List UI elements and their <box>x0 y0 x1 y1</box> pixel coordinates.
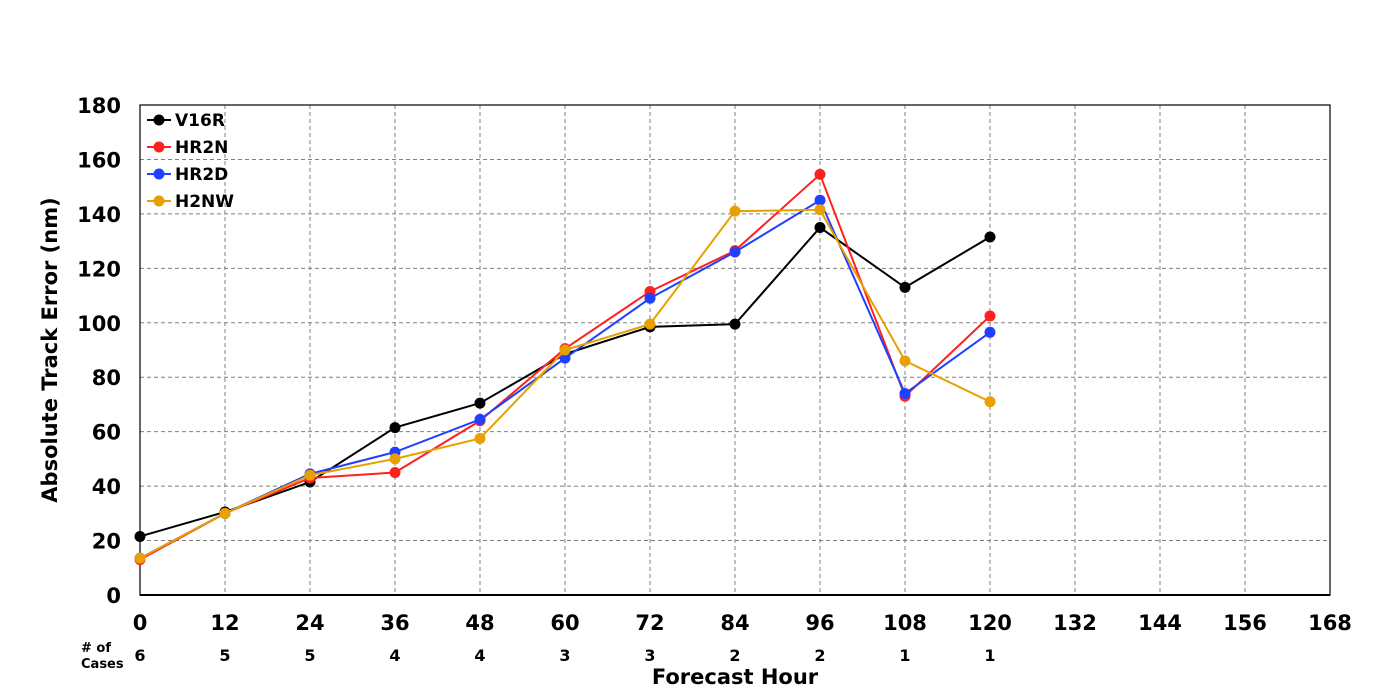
data-point <box>389 453 401 465</box>
series-h2nw <box>134 204 996 564</box>
data-point <box>814 204 826 216</box>
cases-label: # of Cases <box>81 641 124 672</box>
case-count: 5 <box>219 646 230 665</box>
x-tick-label: 24 <box>295 611 324 635</box>
legend-item: H2NW <box>147 192 234 212</box>
case-count: 6 <box>134 646 145 665</box>
y-tick-label: 120 <box>77 257 121 281</box>
case-count: 1 <box>899 646 910 665</box>
x-axis-title: Forecast Hour <box>652 665 819 689</box>
case-counts: 6 5 5 4 4 3 3 2 2 1 1 <box>134 646 995 665</box>
x-tick-label: 12 <box>210 611 239 635</box>
data-point <box>899 388 911 400</box>
data-point <box>389 467 401 478</box>
legend-label: HR2D <box>175 165 228 185</box>
data-point <box>729 318 741 330</box>
x-tick-label: 144 <box>1138 611 1182 635</box>
data-point <box>389 422 401 434</box>
data-point <box>984 396 996 408</box>
case-count: 3 <box>644 646 655 665</box>
x-tick-label: 132 <box>1053 611 1097 635</box>
data-point <box>899 281 911 293</box>
tick-labels: 0 12 24 36 48 60 72 84 96 108 120 132 144 156 168 0 20 40… <box>77 94 1352 635</box>
data-point <box>474 397 486 409</box>
y-tick-label: 100 <box>77 312 121 336</box>
legend-item: HR2D <box>147 165 228 185</box>
case-count: 2 <box>729 646 740 665</box>
y-tick-label: 20 <box>92 530 121 554</box>
legend: V16R HR2N HR2D H2NW <box>147 111 234 212</box>
data-point <box>814 168 826 180</box>
legend-item: HR2N <box>147 138 228 158</box>
case-count: 5 <box>304 646 315 665</box>
data-point <box>219 507 231 519</box>
x-tick-label: 48 <box>465 611 494 635</box>
legend-label: HR2N <box>175 138 228 158</box>
y-tick-label: 160 <box>77 148 121 172</box>
data-point <box>984 310 996 322</box>
grid <box>140 105 1330 595</box>
data-point <box>559 344 571 356</box>
legend-marker <box>153 195 165 207</box>
data-point <box>814 194 826 206</box>
series-layer <box>134 168 996 566</box>
y-axis-title: Absolute Track Error (nm) <box>38 197 62 502</box>
data-point <box>134 530 146 542</box>
legend-label: V16R <box>175 111 225 131</box>
data-point <box>559 352 571 364</box>
x-tick-label: 96 <box>805 611 834 635</box>
y-tick-label: 40 <box>92 475 121 499</box>
legend-item: V16R <box>147 111 225 131</box>
data-point <box>729 205 741 217</box>
data-point <box>814 222 826 233</box>
case-count: 4 <box>474 646 485 665</box>
x-tick-label: 0 <box>133 611 148 635</box>
y-tick-label: 180 <box>77 94 121 118</box>
x-tick-label: 108 <box>883 611 927 635</box>
legend-marker <box>153 141 165 153</box>
x-tick-label: 72 <box>635 611 664 635</box>
y-tick-label: 0 <box>106 584 121 608</box>
legend-label: H2NW <box>175 192 234 212</box>
data-point <box>304 469 316 481</box>
x-tick-label: 36 <box>380 611 409 635</box>
y-tick-label: 60 <box>92 421 121 445</box>
case-count: 1 <box>984 646 995 665</box>
case-count: 2 <box>814 646 825 665</box>
data-point <box>474 413 486 425</box>
data-point <box>984 231 996 243</box>
data-point <box>899 355 911 367</box>
data-point <box>644 292 656 304</box>
case-count: 4 <box>389 646 400 665</box>
y-tick-label: 140 <box>77 203 121 227</box>
data-point <box>134 552 146 564</box>
legend-marker <box>153 114 165 126</box>
data-point <box>984 326 996 338</box>
data-point <box>474 432 486 444</box>
x-tick-label: 168 <box>1308 611 1352 635</box>
x-tick-label: 84 <box>720 611 749 635</box>
x-tick-label: 156 <box>1223 611 1267 635</box>
y-tick-label: 80 <box>92 366 121 390</box>
x-tick-label: 60 <box>550 611 579 635</box>
case-count: 3 <box>559 646 570 665</box>
x-tick-label: 120 <box>968 611 1012 635</box>
legend-marker <box>153 168 165 180</box>
data-point <box>729 246 741 258</box>
data-point <box>644 318 656 330</box>
